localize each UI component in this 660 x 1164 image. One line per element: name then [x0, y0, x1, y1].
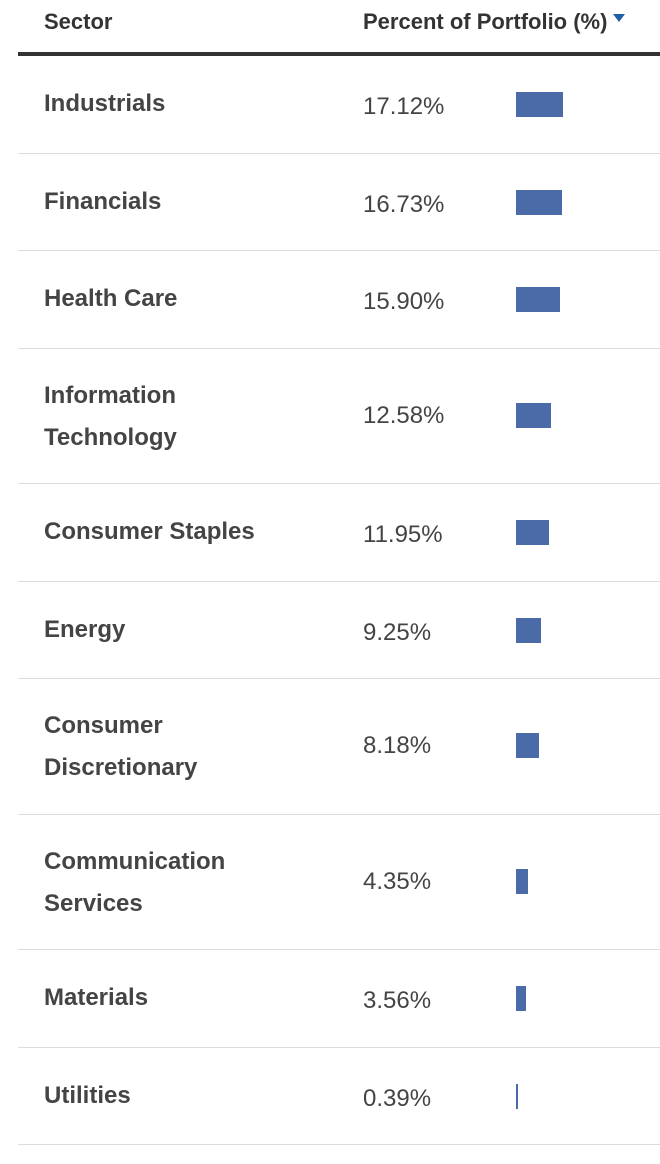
- percent-column-header[interactable]: Percent of Portfolio (%): [363, 9, 626, 35]
- percent-bar: [516, 1083, 518, 1109]
- percent-bar-track: [516, 733, 576, 758]
- sector-name: Information Technology: [44, 381, 177, 451]
- percent-bar-track: [516, 617, 576, 643]
- percent-bar-track: [516, 402, 576, 428]
- sector-allocation-table: Sector Percent of Portfolio (%) Industri…: [18, 0, 660, 1145]
- sector-percent: 15.90%: [363, 288, 445, 315]
- table-row: Materials 3.56%: [18, 950, 660, 1048]
- table-row: Health Care 15.90%: [18, 251, 660, 349]
- percent-bar: [516, 733, 539, 758]
- sector-percent: 12.58%: [363, 401, 445, 429]
- sector-name: Energy: [44, 615, 126, 643]
- sector-percent: 9.25%: [363, 618, 432, 646]
- sector-percent: 11.95%: [363, 521, 443, 548]
- sector-percent: 17.12%: [363, 93, 445, 120]
- sector-percent: 8.18%: [363, 732, 432, 759]
- table-row: Financials 16.73%: [18, 154, 660, 251]
- percent-bar: [516, 189, 562, 215]
- table-header: Sector Percent of Portfolio (%): [18, 0, 660, 56]
- sector-percent: 4.35%: [363, 867, 432, 895]
- table-row: Industrials 17.12%: [18, 56, 660, 154]
- percent-bar: [516, 287, 560, 312]
- table-row: Consumer Staples 11.95%: [18, 484, 660, 582]
- sector-name: Communication Services: [44, 847, 226, 917]
- sector-name: Health Care: [44, 285, 178, 312]
- percent-bar: [516, 402, 551, 428]
- percent-bar: [516, 520, 549, 545]
- sort-descending-icon[interactable]: [613, 14, 626, 22]
- percent-bar-track: [516, 1083, 576, 1109]
- percent-bar-track: [516, 189, 576, 215]
- percent-bar-track: [516, 986, 576, 1011]
- sector-name: Utilities: [44, 1081, 131, 1109]
- sector-name: Industrials: [44, 90, 166, 117]
- sector-name: Materials: [44, 984, 149, 1011]
- percent-bar: [516, 617, 542, 643]
- sector-percent: 0.39%: [363, 1084, 432, 1112]
- table-row: Utilities 0.39%: [18, 1048, 660, 1145]
- sector-name: Financials: [44, 187, 162, 215]
- table-row: Energy 9.25%: [18, 582, 660, 679]
- table-body: Industrials 17.12% Financials 16.73% Hea…: [18, 56, 660, 1145]
- percent-bar-track: [516, 92, 576, 117]
- sector-name: Consumer Staples: [44, 518, 255, 545]
- percent-bar: [516, 92, 563, 117]
- table-row: Communication Services 4.35%: [18, 815, 660, 950]
- table-row: Information Technology 12.58%: [18, 349, 660, 484]
- sector-name: Consumer Discretionary: [44, 712, 198, 781]
- percent-column-header-label: Percent of Portfolio (%): [363, 9, 608, 34]
- percent-bar-track: [516, 868, 576, 894]
- sector-percent: 3.56%: [363, 987, 432, 1014]
- sector-percent: 16.73%: [363, 190, 445, 218]
- percent-bar-track: [516, 287, 576, 312]
- sector-column-header[interactable]: Sector: [44, 9, 113, 34]
- percent-bar: [516, 986, 526, 1011]
- percent-bar-track: [516, 520, 576, 545]
- table-row: Consumer Discretionary 8.18%: [18, 679, 660, 815]
- percent-bar: [516, 868, 528, 894]
